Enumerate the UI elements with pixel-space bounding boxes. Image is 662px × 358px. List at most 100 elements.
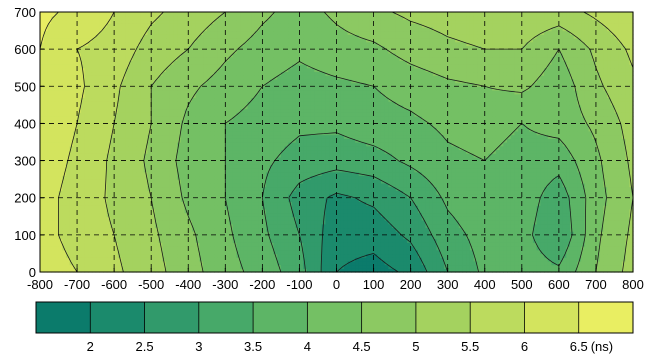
contour-cell bbox=[240, 194, 245, 199]
contour-cell bbox=[447, 260, 452, 266]
contour-cell bbox=[569, 179, 575, 184]
contour-cell bbox=[143, 257, 149, 262]
contour-cell bbox=[292, 186, 297, 191]
contour-cell bbox=[273, 227, 278, 232]
contour-cell bbox=[73, 179, 78, 184]
contour-cell bbox=[629, 242, 634, 247]
contour-cell bbox=[629, 171, 634, 177]
contour-cell bbox=[117, 223, 123, 229]
contour-cell bbox=[473, 186, 478, 191]
contour-cell bbox=[614, 227, 619, 232]
contour-cell bbox=[273, 249, 278, 255]
contour-cell bbox=[106, 153, 112, 158]
contour-cell bbox=[232, 168, 238, 173]
contour-cell bbox=[458, 238, 464, 243]
contour-cell bbox=[588, 205, 593, 210]
contour-cell bbox=[425, 242, 430, 247]
contour-cell bbox=[562, 156, 567, 162]
contour-cell bbox=[447, 201, 452, 206]
contour-cell bbox=[384, 234, 389, 240]
contour-cell bbox=[229, 186, 234, 191]
contour-cell bbox=[269, 268, 275, 273]
contour-cell bbox=[577, 164, 582, 169]
contour-cell bbox=[380, 160, 386, 165]
contour-cell bbox=[169, 253, 175, 258]
contour-cell bbox=[555, 171, 560, 177]
contour-cell bbox=[314, 208, 319, 214]
contour-cell bbox=[280, 201, 286, 206]
contour-cell bbox=[306, 216, 312, 221]
contour-cell bbox=[443, 156, 449, 162]
contour-cell bbox=[151, 156, 156, 162]
contour-cell bbox=[462, 160, 467, 165]
contour-cell bbox=[355, 234, 360, 240]
contour-cell bbox=[243, 182, 249, 188]
contour-cell bbox=[621, 234, 627, 240]
contour-cell bbox=[462, 238, 467, 243]
contour-cell bbox=[306, 231, 312, 236]
contour-cell bbox=[395, 197, 401, 203]
contour-cell bbox=[343, 171, 349, 177]
contour-cell bbox=[392, 260, 397, 266]
contour-cell bbox=[217, 231, 223, 236]
contour-cell bbox=[540, 171, 545, 177]
contour-cell bbox=[443, 175, 449, 180]
contour-cell bbox=[380, 220, 386, 225]
contour-cell bbox=[84, 253, 89, 258]
contour-cell bbox=[258, 216, 263, 221]
contour-cell bbox=[121, 156, 126, 162]
contour-cell bbox=[510, 212, 515, 217]
contour-cell bbox=[499, 238, 504, 243]
contour-cell bbox=[532, 190, 538, 195]
contour-cell bbox=[84, 153, 89, 158]
contour-cell bbox=[210, 231, 215, 236]
contour-cell bbox=[173, 156, 178, 162]
contour-cell bbox=[514, 164, 519, 169]
contour-cell bbox=[410, 179, 415, 184]
contour-cell bbox=[214, 186, 219, 191]
contour-cell bbox=[532, 156, 538, 162]
contour-cell bbox=[280, 257, 286, 262]
contour-cell bbox=[588, 242, 593, 247]
contour-cell bbox=[621, 220, 627, 225]
contour-cell bbox=[466, 234, 471, 240]
contour-cell bbox=[62, 197, 67, 203]
contour-cell bbox=[306, 164, 312, 169]
contour-cell bbox=[58, 208, 63, 214]
contour-cell bbox=[451, 212, 456, 217]
contour-cell bbox=[584, 194, 590, 199]
contour-cell bbox=[232, 257, 238, 262]
contour-cell bbox=[73, 201, 78, 206]
contour-cell bbox=[506, 246, 512, 251]
contour-cell bbox=[51, 242, 56, 247]
contour-cell bbox=[58, 197, 63, 203]
contour-cell bbox=[254, 164, 260, 169]
contour-cell bbox=[140, 182, 145, 188]
contour-cell bbox=[569, 194, 575, 199]
contour-cell bbox=[614, 156, 619, 162]
contour-cell bbox=[269, 220, 275, 225]
contour-cell bbox=[347, 260, 352, 266]
contour-cell bbox=[425, 205, 430, 210]
contour-cell bbox=[140, 212, 145, 217]
contour-cell bbox=[443, 208, 449, 214]
contour-cell bbox=[481, 201, 486, 206]
contour-cell bbox=[410, 186, 415, 191]
contour-cell bbox=[399, 231, 404, 236]
contour-cell bbox=[625, 264, 630, 269]
contour-cell bbox=[555, 156, 560, 162]
contour-cell bbox=[258, 160, 263, 165]
contour-cell bbox=[429, 249, 434, 255]
contour-cell bbox=[577, 238, 582, 243]
contour-cell bbox=[277, 253, 282, 258]
contour-cell bbox=[325, 171, 330, 177]
contour-cell bbox=[410, 223, 415, 229]
contour-cell bbox=[340, 212, 345, 217]
contour-cell bbox=[236, 190, 241, 195]
contour-cell bbox=[581, 208, 586, 214]
contour-cell bbox=[229, 253, 234, 258]
contour-cell bbox=[292, 194, 297, 199]
contour-cell bbox=[573, 171, 579, 177]
contour-cell bbox=[65, 212, 71, 217]
contour-cell bbox=[569, 238, 575, 243]
